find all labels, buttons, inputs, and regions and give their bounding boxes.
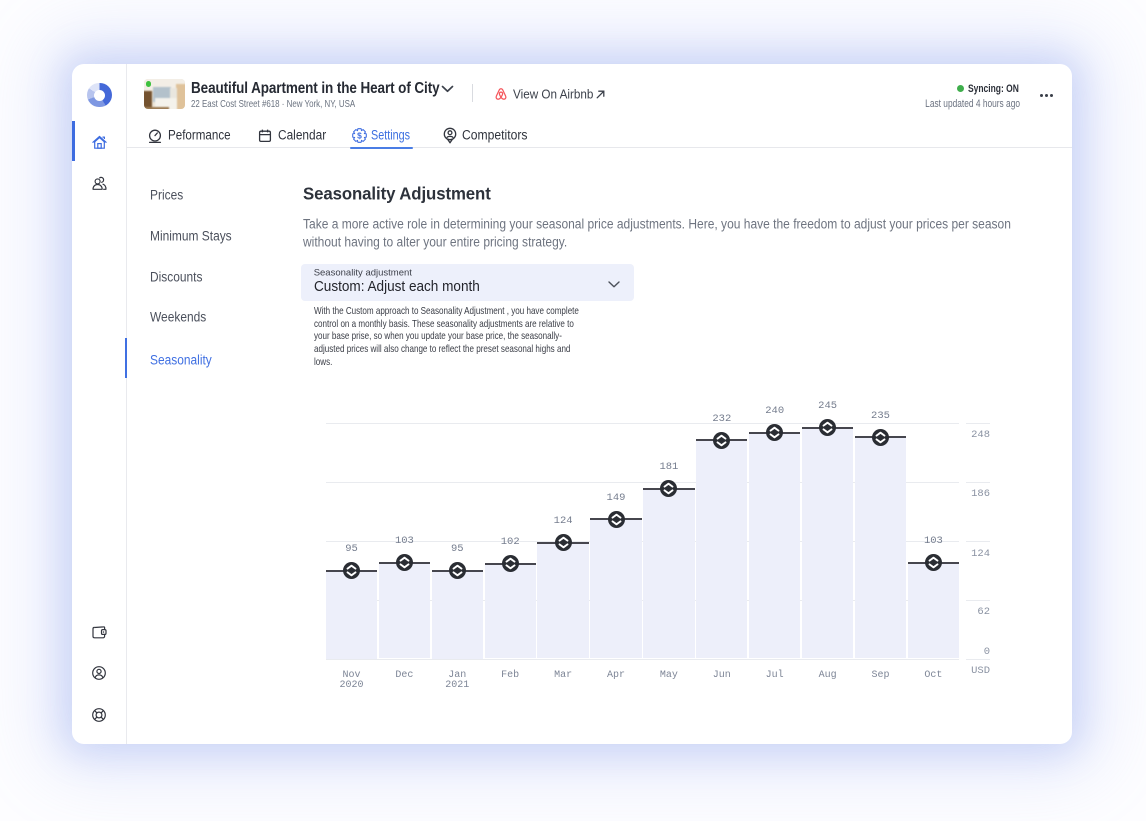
svg-text:$: $ — [357, 131, 362, 141]
